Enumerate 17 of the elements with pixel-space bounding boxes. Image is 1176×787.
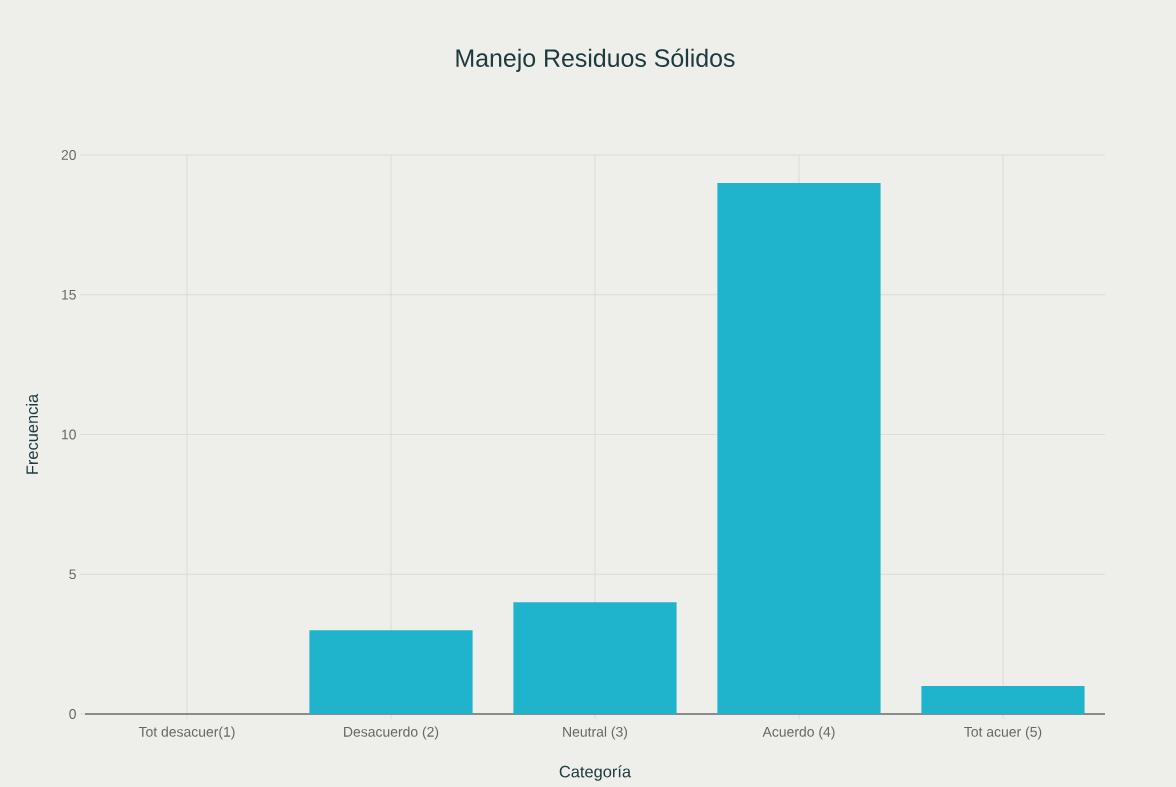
bar: [513, 602, 677, 714]
y-tick-label: 0: [69, 709, 76, 719]
y-tick-label: 5: [69, 569, 76, 580]
x-tick-label: Neutral (3): [563, 726, 628, 740]
bar: [921, 686, 1085, 714]
x-axis-title: Categoría: [559, 765, 632, 781]
bar: [309, 630, 473, 714]
x-tick-label: Tot acuer (5): [964, 726, 1042, 740]
y-axis-title: Frecuencia: [25, 393, 38, 474]
y-tick-label: 20: [61, 150, 76, 160]
y-tick-label: 15: [62, 289, 76, 300]
x-tick-label: Tot desacuer(1): [138, 726, 235, 740]
x-tick-label: Desacuerdo (2): [344, 726, 439, 740]
chart-title: Manejo Residuos Sólidos: [456, 48, 735, 72]
x-tick-label: Acuerdo (4): [762, 726, 835, 740]
y-tick-label: 10: [62, 429, 76, 440]
bar: [717, 182, 881, 714]
